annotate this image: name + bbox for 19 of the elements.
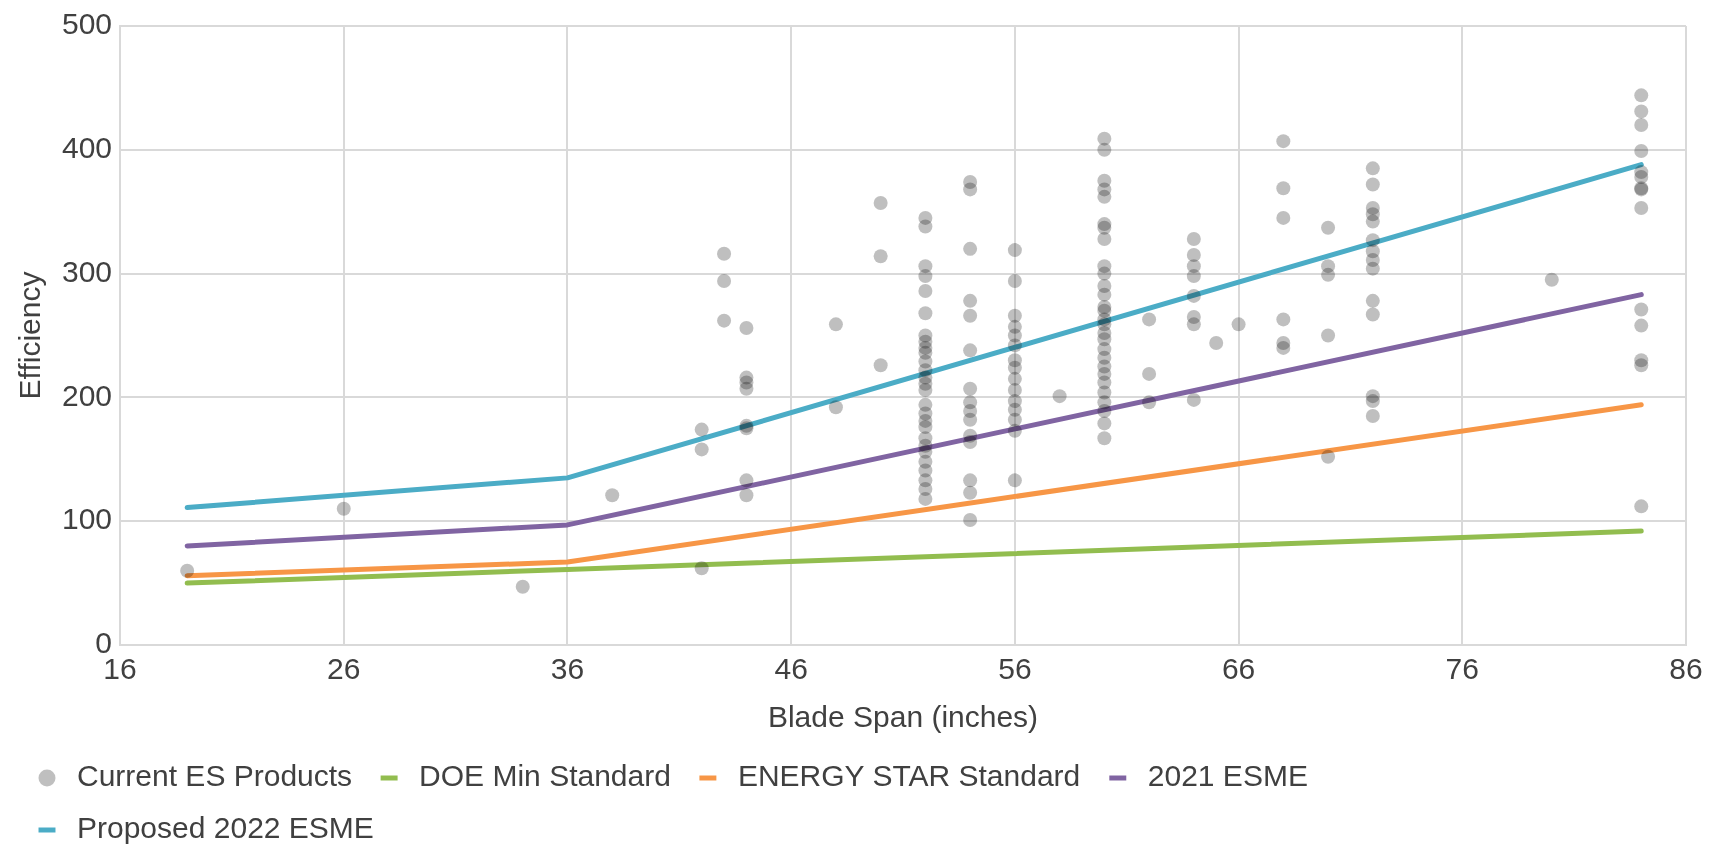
y-tick-label: 500 (61, 7, 113, 41)
x-tick-label: 46 (774, 652, 808, 686)
x-tick-label: 66 (1221, 652, 1256, 686)
legend-label: DOE Min Standard (419, 759, 671, 793)
y-axis-title: Efficiency (13, 271, 47, 400)
x-axis-title: Blade Span (inches) (767, 700, 1039, 734)
x-tick-label: 56 (998, 652, 1032, 686)
y-tick-label: 400 (61, 131, 113, 165)
legend-label: ENERGY STAR Standard (737, 759, 1081, 793)
legend-label: Current ES Products (77, 759, 353, 793)
x-tick-label: 86 (1669, 652, 1703, 686)
x-tick-label: 76 (1445, 652, 1479, 686)
y-tick-label: 100 (61, 502, 113, 536)
y-tick-label: 300 (61, 254, 113, 288)
x-tick-label: 26 (327, 652, 361, 686)
legend-label: 2021 ESME (1147, 759, 1308, 793)
x-tick-label: 36 (550, 652, 585, 686)
y-tick-label: 200 (61, 378, 113, 412)
legend-label: Proposed 2022 ESME (77, 811, 374, 845)
